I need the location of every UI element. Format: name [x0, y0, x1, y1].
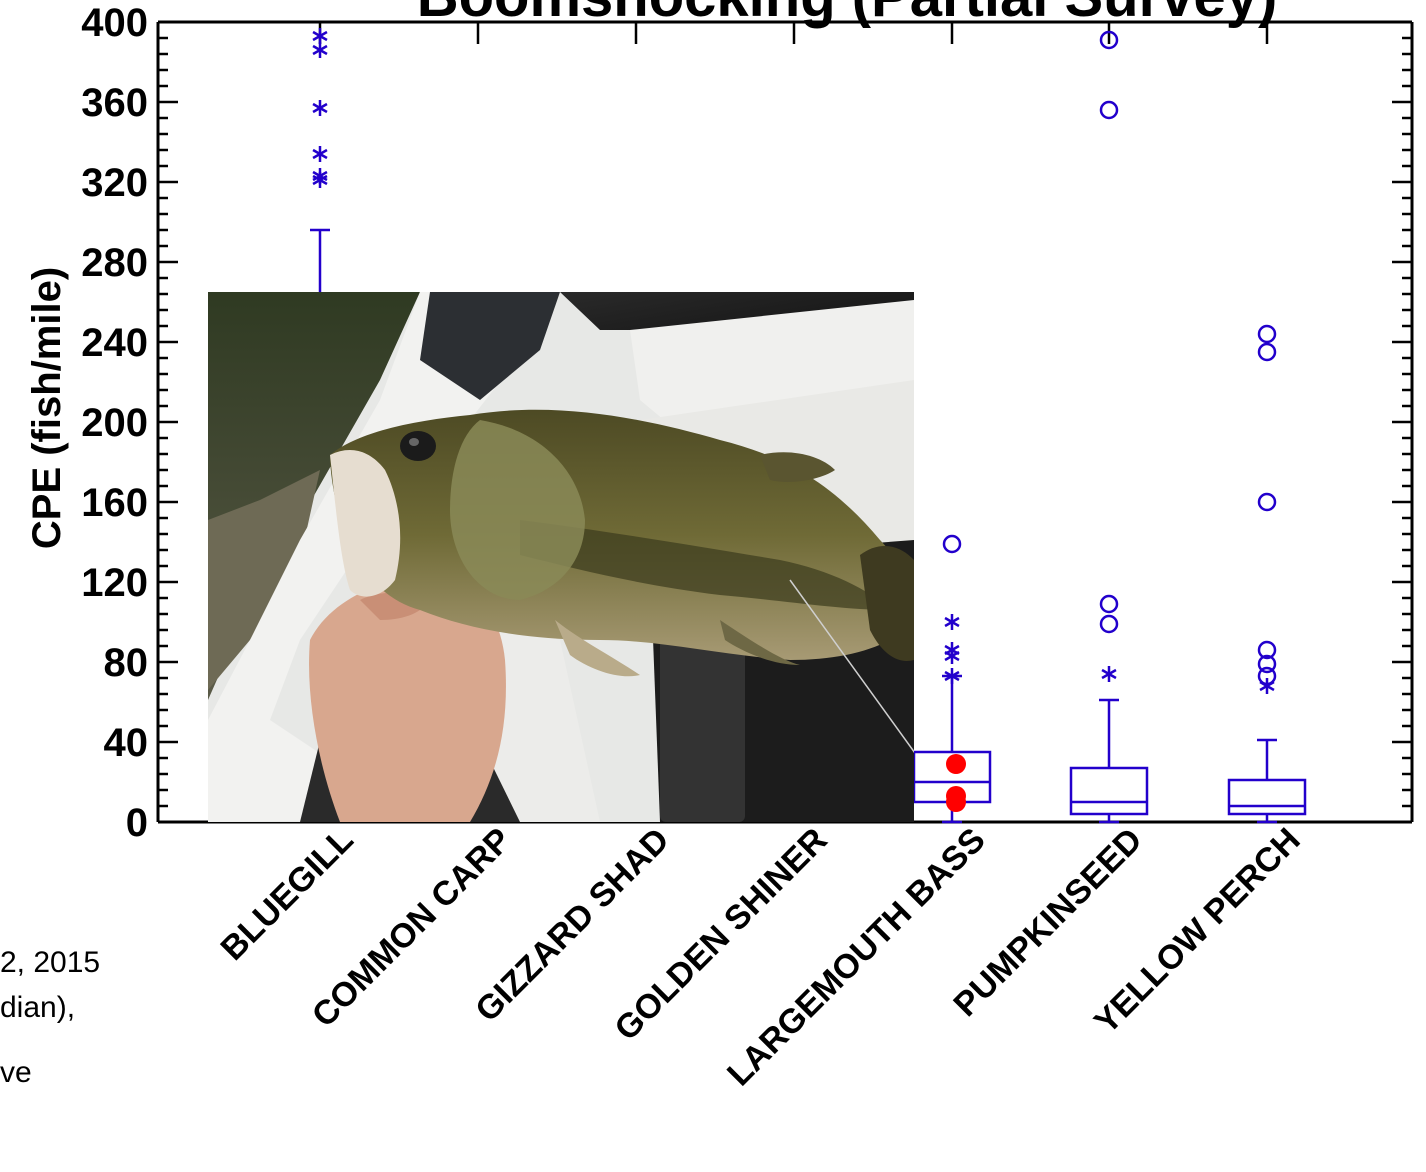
- y-tick-label: 160: [81, 481, 148, 525]
- x-category-label: BLUEGILL: [214, 821, 361, 968]
- y-tick-label: 0: [126, 801, 148, 845]
- chart-title: Boomshocking (Partial Survey): [417, 0, 1278, 29]
- y-tick-label: 240: [81, 321, 148, 365]
- outlier-star: [944, 668, 960, 684]
- outlier-circle: [1099, 594, 1119, 614]
- outlier-star: [1259, 678, 1275, 694]
- outlier-circle: [1099, 100, 1119, 120]
- outlier-circle: [1257, 666, 1277, 686]
- y-tick-label: 120: [81, 561, 148, 605]
- outlier-star: [944, 642, 960, 658]
- outlier-star: [944, 614, 960, 630]
- y-tick-label: 280: [81, 241, 148, 285]
- y-tick-labels: 0 40 80 120 160 200 240 280 320 360 400: [81, 1, 148, 845]
- y-tick-label: 80: [104, 641, 149, 685]
- outlier-star: [312, 42, 328, 58]
- outlier-star: [312, 100, 328, 116]
- y-axis-label: CPE (fish/mile): [25, 267, 69, 549]
- y-tick-label: 400: [81, 1, 148, 45]
- largemouth-bass-photo: [208, 292, 914, 822]
- side-note-line-1: 2, 2015: [0, 946, 100, 979]
- outlier-circle: [1099, 30, 1119, 50]
- outlier-star: [312, 28, 328, 44]
- box-iqr: [1227, 778, 1307, 816]
- side-note-line-3: ve: [0, 1056, 32, 1089]
- side-note-line-2: dian),: [0, 991, 75, 1024]
- highlight-point: [946, 786, 966, 806]
- outlier-star: [1101, 666, 1117, 682]
- axis-ticks: [158, 20, 1412, 824]
- outlier-circle: [942, 534, 962, 554]
- y-tick-label: 40: [104, 721, 149, 765]
- outlier-star: [312, 168, 328, 184]
- outlier-circle: [1099, 614, 1119, 634]
- outlier-star: [312, 146, 328, 162]
- highlight-point: [946, 754, 966, 774]
- y-tick-label: 320: [81, 161, 148, 205]
- box-iqr: [1069, 766, 1149, 816]
- outlier-circle: [1257, 654, 1277, 674]
- outlier-circle: [1257, 492, 1277, 512]
- x-category-label: LARGEMOUTH BASS: [720, 821, 993, 1094]
- y-tick-label: 200: [81, 401, 148, 445]
- highlight-points: [946, 754, 966, 812]
- outlier-circle: [1257, 342, 1277, 362]
- y-tick-label: 360: [81, 81, 148, 125]
- side-note: 2, 2015 dian), ve: [0, 946, 100, 1089]
- outlier-circle: [1257, 640, 1277, 660]
- outlier-circle: [1257, 324, 1277, 344]
